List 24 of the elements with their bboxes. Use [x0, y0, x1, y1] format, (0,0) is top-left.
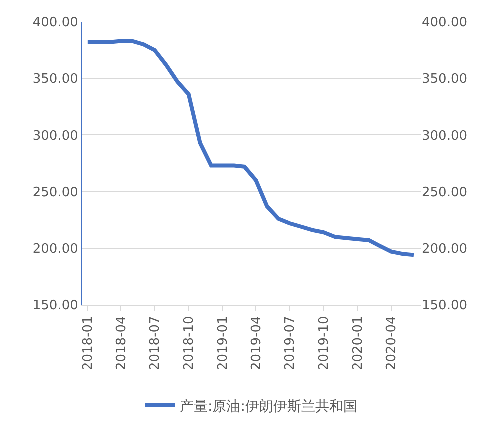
x-tick-label: 2020-01 [351, 316, 366, 371]
x-tick-label: 2018-01 [81, 316, 96, 371]
y2-tick-label: 400.00 [422, 16, 468, 31]
y2-tick-label: 300.00 [422, 128, 468, 144]
y-tick-label: 150.00 [32, 298, 78, 314]
x-tick-label: 2019-10 [316, 316, 332, 371]
x-tick-label: 2019-04 [249, 316, 264, 371]
y2-tick-label: 250.00 [422, 185, 468, 200]
y2-tick-label: 350.00 [422, 72, 468, 88]
x-tick-label: 2019-07 [282, 316, 298, 371]
x-tick-label: 2018-07 [148, 316, 164, 371]
x-tick-label: 2019-01 [216, 316, 232, 371]
x-tick-label: 2018-10 [182, 316, 198, 371]
legend-label: 产量:原油:伊朗伊斯兰共和国 [180, 398, 358, 415]
y-tick-label: 250.00 [32, 185, 78, 200]
line-series [86, 39, 416, 258]
y2-tick-label: 150.00 [422, 298, 468, 314]
y-tick-label: 300.00 [32, 128, 78, 144]
y-tick-label: 200.00 [32, 242, 78, 257]
y-tick-label: 350.00 [32, 72, 78, 88]
y-tick-label: 400.00 [32, 16, 78, 31]
x-tick-label: 2020-04 [384, 316, 400, 371]
x-tick-label: 2018-04 [114, 316, 130, 371]
y2-tick-label: 200.00 [422, 242, 468, 257]
